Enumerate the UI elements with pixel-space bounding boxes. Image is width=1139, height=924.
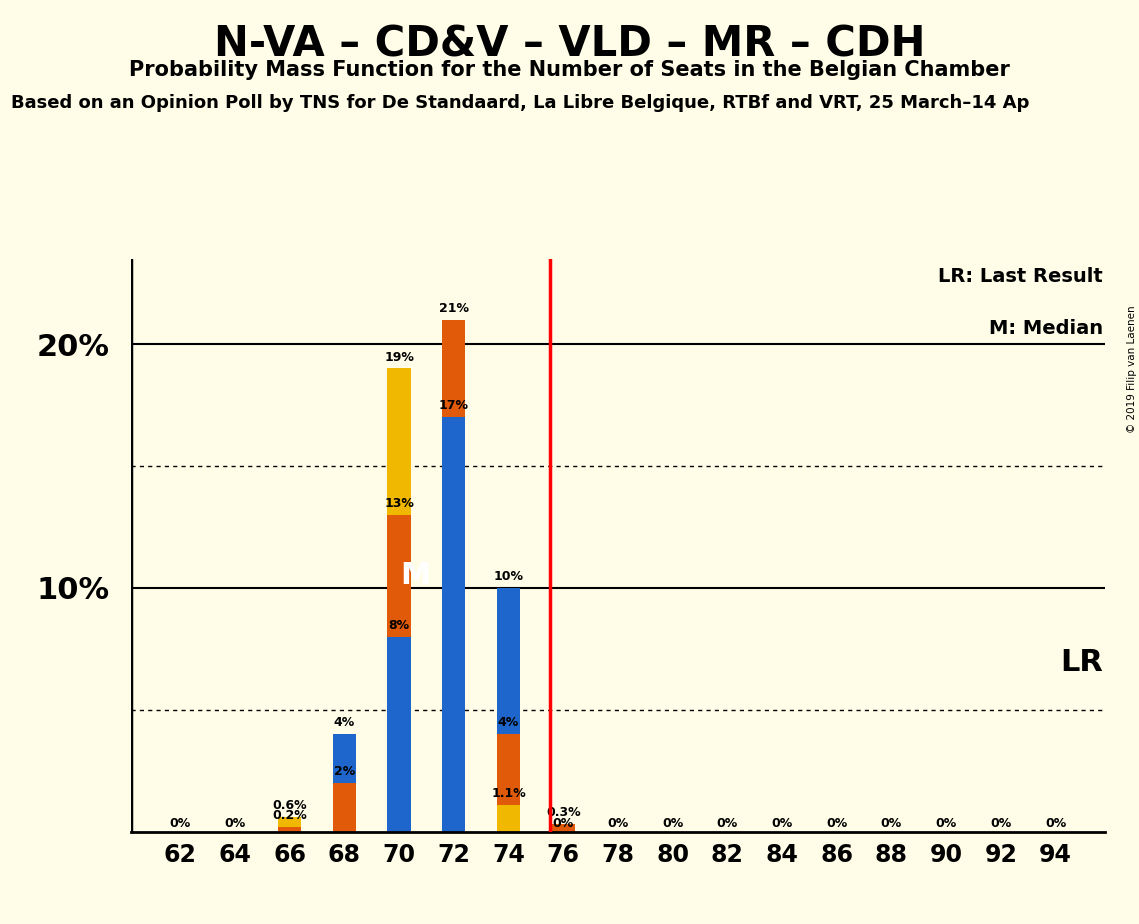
Bar — [442, 320, 466, 832]
Bar — [497, 588, 521, 832]
Bar — [497, 734, 521, 832]
Text: 1.1%: 1.1% — [491, 787, 526, 800]
Text: 4%: 4% — [334, 716, 355, 729]
Bar — [387, 637, 411, 832]
Text: 4%: 4% — [498, 716, 519, 729]
Text: M: M — [400, 561, 431, 590]
Text: N-VA – CD&V – VLD – MR – CDH: N-VA – CD&V – VLD – MR – CDH — [214, 23, 925, 65]
Text: 0%: 0% — [990, 817, 1011, 830]
Text: 13%: 13% — [384, 497, 413, 510]
Text: 0%: 0% — [716, 817, 738, 830]
Text: LR: Last Result: LR: Last Result — [939, 267, 1103, 286]
Text: 0%: 0% — [1044, 817, 1066, 830]
Bar — [333, 734, 357, 832]
Text: 2%: 2% — [334, 765, 355, 778]
Text: 0%: 0% — [607, 817, 629, 830]
Text: © 2019 Filip van Laenen: © 2019 Filip van Laenen — [1126, 306, 1137, 433]
Text: Probability Mass Function for the Number of Seats in the Belgian Chamber: Probability Mass Function for the Number… — [129, 60, 1010, 80]
Bar — [278, 827, 302, 832]
Text: 0%: 0% — [552, 817, 574, 830]
Text: 8%: 8% — [388, 619, 410, 632]
Bar — [497, 805, 521, 832]
Text: 0%: 0% — [935, 817, 957, 830]
Text: 0%: 0% — [771, 817, 793, 830]
Text: 0.6%: 0.6% — [272, 799, 306, 812]
Text: M: Median: M: Median — [989, 319, 1103, 338]
Bar — [387, 515, 411, 832]
Text: LR: LR — [1060, 649, 1103, 677]
Text: 21%: 21% — [439, 302, 469, 315]
Text: 0%: 0% — [662, 817, 683, 830]
Bar — [278, 827, 302, 832]
Bar — [551, 824, 575, 832]
Text: 0%: 0% — [224, 817, 246, 830]
Text: 19%: 19% — [384, 350, 413, 363]
Text: 0.3%: 0.3% — [546, 807, 581, 820]
Text: 0.2%: 0.2% — [272, 808, 308, 821]
Bar — [442, 417, 466, 832]
Text: 0%: 0% — [170, 817, 191, 830]
Text: 17%: 17% — [439, 399, 469, 412]
Bar — [387, 369, 411, 832]
Bar — [278, 817, 302, 832]
Text: Based on an Opinion Poll by TNS for De Standaard, La Libre Belgique, RTBf and VR: Based on an Opinion Poll by TNS for De S… — [11, 94, 1030, 112]
Bar — [333, 783, 357, 832]
Text: 0%: 0% — [826, 817, 847, 830]
Text: 0%: 0% — [880, 817, 902, 830]
Text: 10%: 10% — [493, 570, 524, 583]
